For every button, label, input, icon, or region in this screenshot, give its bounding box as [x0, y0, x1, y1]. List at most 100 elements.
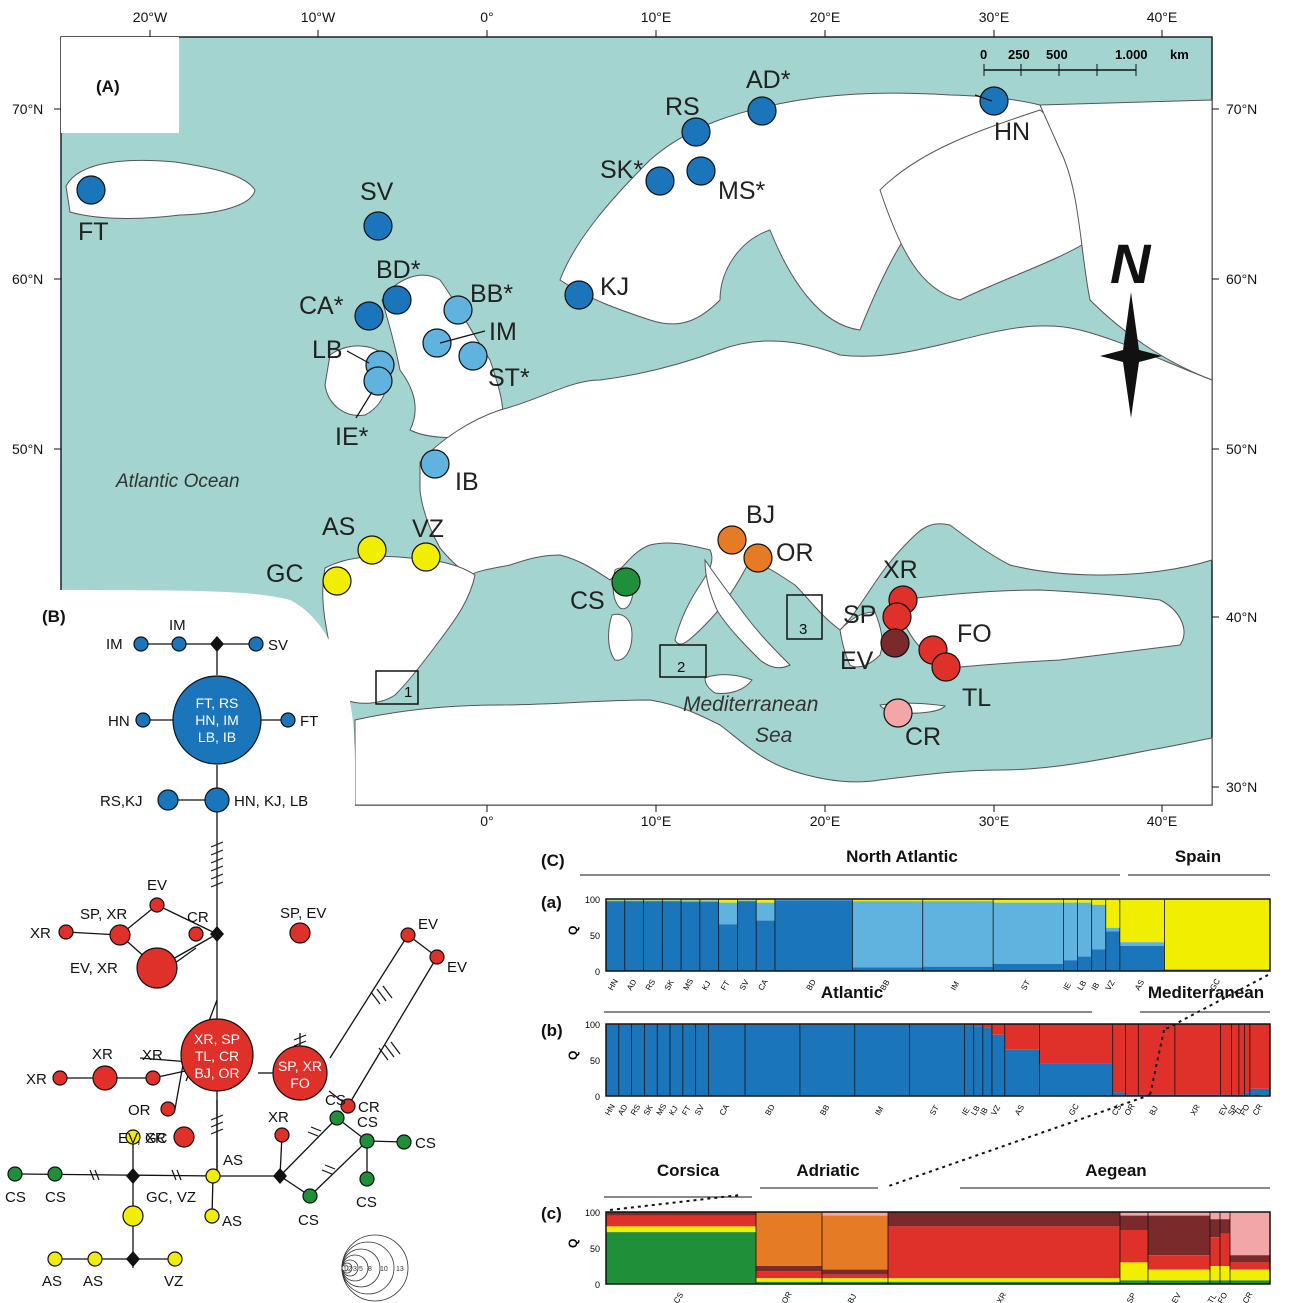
nl-gcvz: GC, VZ — [146, 1189, 196, 1206]
land-italy — [704, 558, 791, 669]
bar-a-VZ-darkblue — [1105, 931, 1120, 971]
nl-im-2: IM — [169, 617, 186, 634]
bar-b-FO-red — [1244, 1024, 1250, 1093]
tick-right-50n: 50°N — [1226, 441, 1257, 457]
site-label-vz: VZ — [412, 515, 444, 543]
bar-b-OR-red — [1125, 1024, 1139, 1095]
scale-500: 500 — [1046, 47, 1068, 62]
bar-c-CR-yellow — [1230, 1269, 1270, 1281]
bar-a-GC-yellow — [1164, 899, 1270, 970]
tick-top-40e: 40°E — [1147, 9, 1178, 25]
pop-c-CR: CR — [1241, 1290, 1255, 1303]
node-xr-2 — [92, 1065, 118, 1091]
node-gc — [125, 1129, 141, 1145]
site-label-tl: TL — [962, 684, 991, 712]
land-sardinia — [608, 613, 633, 661]
bar-c-FO-red — [1220, 1233, 1230, 1266]
north-arrow-icon: N — [1100, 232, 1162, 418]
bar-c-CS-yellow — [606, 1226, 756, 1233]
bar-c-OR-orange — [756, 1212, 822, 1266]
legend-size-1: 1 — [343, 1266, 347, 1273]
bar-b-GC-blue — [1039, 1063, 1113, 1096]
pop-b-OR: OR — [1123, 1102, 1137, 1117]
bar-a-FT-lightblue — [718, 902, 738, 925]
site-vz — [411, 542, 441, 572]
legend-size-5: 5 — [359, 1266, 363, 1273]
bar-c-BJ-red — [822, 1274, 888, 1279]
structure-panel: (C) North Atlantic Spain (a) HN AD RS SK MS K… — [541, 847, 1271, 1303]
zoom-connectors — [609, 974, 1269, 1211]
tick-bottom-0: 0° — [480, 813, 493, 829]
bar-a-VZ-lightblue — [1105, 927, 1120, 932]
bar-c-FO-yellow — [1220, 1266, 1230, 1281]
pop-a-AD: AD — [625, 978, 638, 992]
node-red-2 — [272, 1045, 328, 1101]
pop-a-LB: LB — [1076, 979, 1089, 992]
bar-a-KJ-darkblue — [699, 901, 719, 971]
site-label-ft: FT — [78, 218, 109, 246]
nl-hnkjlb: HN, KJ, LB — [234, 793, 308, 810]
node-xr-1 — [58, 924, 74, 940]
pop-a-IB: IB — [1090, 981, 1102, 992]
nl-hn: HN — [108, 713, 130, 730]
label-sea: Sea — [755, 724, 792, 747]
node-ev-2 — [400, 927, 416, 943]
bar-c-SP-darkred — [1120, 1215, 1148, 1230]
pop-b-CR: CR — [1251, 1102, 1265, 1117]
bar-c-SP-yellow — [1120, 1262, 1148, 1281]
plot-a-q-label: Q — [566, 926, 580, 935]
big-red-line-3: BJ, OR — [194, 1065, 239, 1081]
site-ie — [363, 366, 393, 396]
tick-right-40n: 40°N — [1226, 609, 1257, 625]
nl-sv: SV — [268, 637, 288, 654]
site-label-ie: IE* — [335, 423, 369, 451]
bar-b-IB-red — [982, 1024, 992, 1028]
pop-a-VZ: VZ — [1104, 979, 1117, 992]
bar-b-CR-red — [1249, 1024, 1270, 1089]
mutation-ticks — [89, 841, 401, 1181]
study-box-2-label: 2 — [677, 659, 685, 676]
bar-c-BJ-orange — [822, 1215, 888, 1270]
site-label-bb: BB* — [470, 280, 513, 308]
pop-b-IE: IE — [960, 1106, 972, 1117]
bar-c-EV-yellow — [1148, 1269, 1210, 1281]
legend-size-2: 2 — [348, 1266, 352, 1273]
site-sp — [882, 602, 912, 632]
site-label-hn: HN — [994, 118, 1030, 146]
network-panel-label: (B) — [42, 607, 66, 626]
network-nodes — [7, 636, 445, 1267]
size-legend — [341, 1234, 409, 1302]
pop-b-IM: IM — [873, 1105, 885, 1117]
scale-0: 0 — [980, 47, 987, 62]
pop-a-MS: MS — [681, 977, 695, 992]
nl-as-4: AS — [83, 1273, 103, 1290]
node-as-1 — [205, 1168, 221, 1184]
pop-c-EV: EV — [1170, 1291, 1183, 1303]
bar-c-BJ-yellow — [822, 1278, 888, 1282]
bar-a-IM-darkblue — [922, 966, 994, 971]
nl-spxr-1: SP, XR — [80, 906, 127, 923]
land-continent — [419, 325, 1213, 645]
bar-b-ST-blue — [909, 1024, 965, 1096]
tick-top-10w: 10°W — [301, 9, 336, 25]
plot-b-frame — [605, 1023, 1271, 1097]
bar-b-SP-red — [1231, 1024, 1239, 1095]
node-xr-5 — [274, 1127, 290, 1143]
site-kj — [564, 280, 594, 310]
node-cs-6 — [359, 1171, 375, 1187]
pop-a-BD: BD — [805, 978, 818, 992]
nl-cs-3: CS — [325, 1092, 346, 1109]
bar-c-BJ-green — [822, 1281, 888, 1284]
tick-top-10e: 10°E — [641, 9, 672, 25]
bar-c-CS-darkred — [606, 1212, 756, 1216]
tick-right-70n: 70°N — [1226, 101, 1257, 117]
study-box-2 — [659, 644, 707, 678]
node-sv — [248, 636, 264, 652]
bar-c-SP-pink — [1120, 1212, 1148, 1216]
bar-b-CS-red — [1112, 1024, 1126, 1093]
bar-a-BD-lightblue — [774, 899, 853, 901]
legend-size-10: 10 — [380, 1266, 388, 1273]
header-north-atlantic: North Atlantic — [846, 847, 958, 866]
